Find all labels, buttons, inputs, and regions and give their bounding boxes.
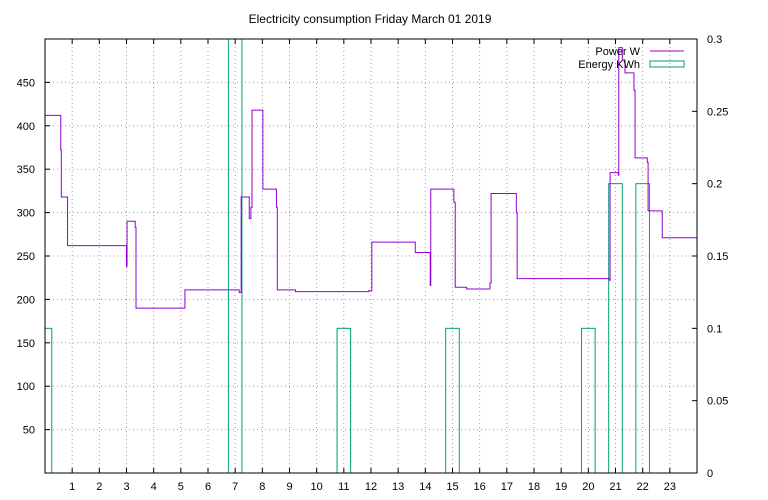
- x-tick-label: 5: [178, 481, 184, 493]
- axis-ticks: 1 2 3 4 5 6 7 8 9 10 11 12 13 14 15 16 17 18 19 20 21 22 23501…: [17, 34, 729, 493]
- x-tick-label: 3: [123, 481, 129, 493]
- y-right-tick-label: 0.2: [707, 179, 722, 191]
- chart-title: Electricity consumption Friday March 01 …: [249, 12, 492, 26]
- legend-energy-label: Energy KWh: [578, 59, 640, 71]
- energy-bar: [44, 327, 53, 474]
- x-tick-label: 18: [528, 481, 540, 493]
- x-tick-label: 9: [286, 481, 292, 493]
- x-tick-label: 4: [151, 481, 157, 493]
- x-tick-label: 13: [392, 481, 404, 493]
- x-tick-label: 11: [338, 481, 349, 493]
- legend-energy-swatch: [649, 60, 685, 68]
- y-right-tick-label: 0.25: [707, 106, 728, 118]
- y-left-tick-label: 200: [17, 294, 35, 306]
- x-tick-label: 10: [311, 481, 323, 493]
- x-tick-label: 8: [259, 481, 265, 493]
- y-right-tick-label: 0: [707, 468, 713, 480]
- y-right-tick-label: 0.1: [707, 323, 722, 335]
- x-tick-label: 15: [446, 481, 458, 493]
- x-tick-label: 19: [555, 481, 567, 493]
- x-tick-label: 7: [232, 481, 238, 493]
- x-tick-label: 21: [609, 481, 621, 493]
- power-line: [45, 47, 697, 309]
- legend: Power W Energy KWh: [578, 46, 685, 71]
- y-left-tick-label: 250: [17, 251, 35, 263]
- x-tick-label: 2: [96, 481, 102, 493]
- grid-layer: [45, 39, 697, 473]
- y-left-tick-label: 300: [17, 208, 35, 220]
- x-tick-label: 23: [664, 481, 676, 493]
- y-left-tick-label: 50: [23, 425, 35, 437]
- x-tick-label: 12: [365, 481, 377, 493]
- x-tick-label: 20: [582, 481, 594, 493]
- y-left-tick-label: 150: [17, 338, 35, 350]
- y-left-tick-label: 400: [17, 121, 35, 133]
- x-tick-label: 22: [637, 481, 649, 493]
- y-right-tick-label: 0.05: [707, 396, 728, 408]
- y-left-tick-label: 100: [17, 381, 35, 393]
- x-tick-label: 16: [474, 481, 486, 493]
- y-left-tick-label: 350: [17, 164, 35, 176]
- x-tick-label: 6: [205, 481, 211, 493]
- x-tick-label: 17: [501, 481, 513, 493]
- y-right-tick-label: 0.3: [707, 34, 722, 46]
- y-right-tick-label: 0.15: [707, 251, 728, 263]
- x-tick-label: 1: [69, 481, 75, 493]
- legend-power-label: Power W: [595, 46, 640, 58]
- power-series: [45, 47, 697, 309]
- y-left-tick-label: 450: [17, 77, 35, 89]
- x-tick-label: 14: [419, 481, 431, 493]
